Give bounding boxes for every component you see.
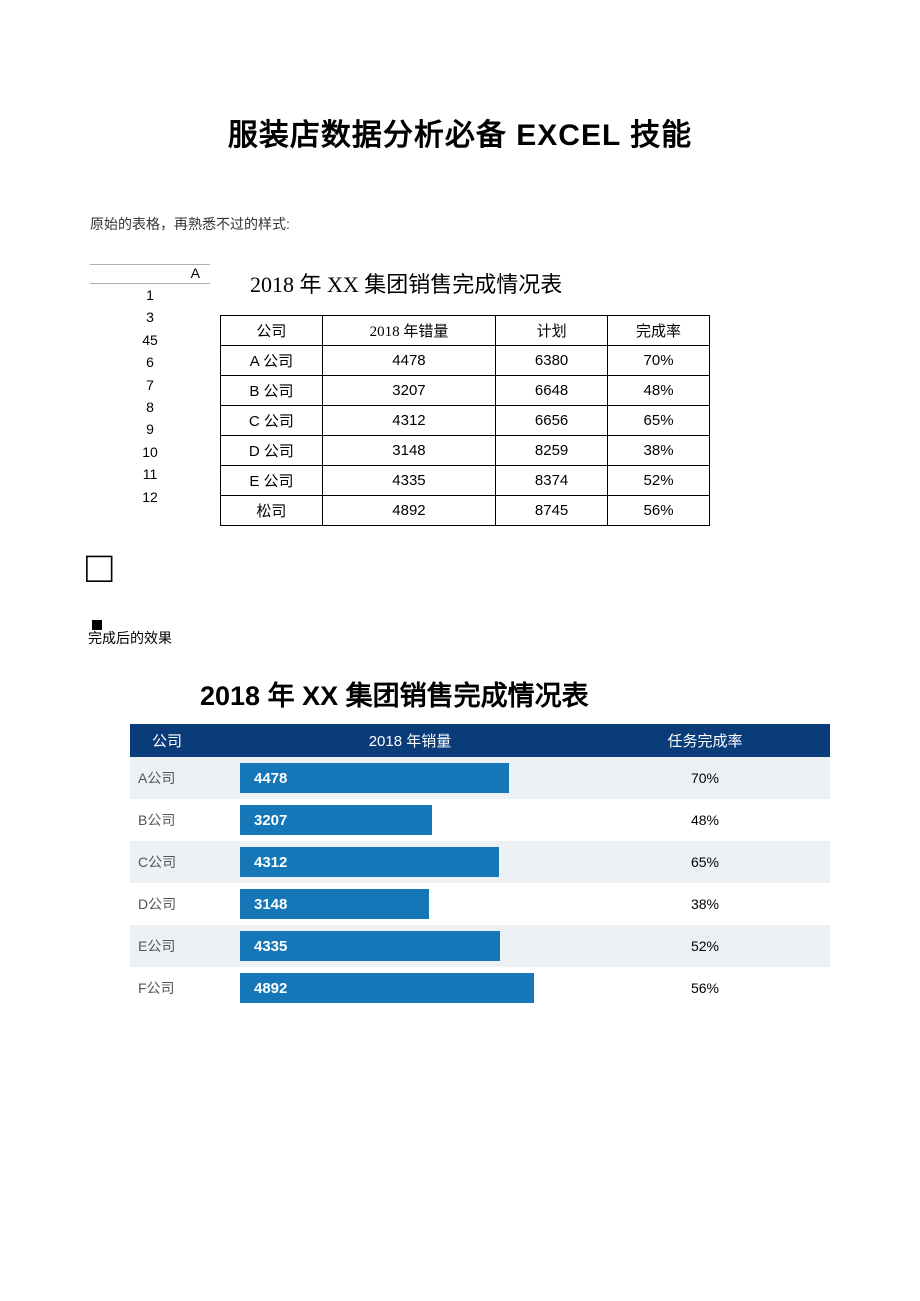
raw-table-cell: 4335	[322, 465, 495, 495]
data-bar: 4892	[240, 973, 534, 1003]
raw-table-cell: 松司	[221, 495, 323, 525]
bar-cell: 4478	[240, 763, 580, 793]
completion-rate: 52%	[580, 938, 830, 954]
company-name: E公司	[130, 936, 240, 956]
raw-table-cell: 65%	[608, 405, 710, 435]
completion-rate: 38%	[580, 896, 830, 912]
raw-table-cell: B 公司	[221, 375, 323, 405]
row-number: 6	[90, 351, 210, 373]
spreadsheet-gutter: A 13456789101112	[90, 264, 210, 508]
raw-table-cell: 70%	[608, 345, 710, 375]
raw-table-cell: 6648	[496, 375, 608, 405]
table-row: B 公司3207664848%	[221, 375, 710, 405]
raw-table-cell: 4478	[322, 345, 495, 375]
row-number: 10	[90, 441, 210, 463]
styled-table-row: D公司3148 38%	[130, 883, 830, 925]
raw-table-header-cell: 计划	[496, 315, 608, 345]
table-row: 松司4892874556%	[221, 495, 710, 525]
raw-table-cell: D 公司	[221, 435, 323, 465]
raw-table-cell: 3148	[322, 435, 495, 465]
raw-table-header-cell: 完成率	[608, 315, 710, 345]
raw-table-cell: 48%	[608, 375, 710, 405]
company-name: D公司	[130, 894, 240, 914]
raw-table-header-cell: 2018 年错量	[322, 315, 495, 345]
data-bar: 4335	[240, 931, 500, 961]
raw-table: 公司2018 年错量计划完成率 A 公司4478638070%B 公司32076…	[220, 315, 710, 526]
styled-table-row: C公司4312 65%	[130, 841, 830, 883]
styled-table-row: A公司4478 70%	[130, 757, 830, 799]
table-row: C 公司4312665665%	[221, 405, 710, 435]
bar-cell: 4335	[240, 931, 580, 961]
row-number: 45	[90, 329, 210, 351]
raw-table-title: 2018 年 XX 集团销售完成情况表	[220, 264, 830, 315]
completion-rate: 56%	[580, 980, 830, 996]
table-row: E 公司4335837452%	[221, 465, 710, 495]
row-number: 8	[90, 396, 210, 418]
styled-table-row: F公司4892 56%	[130, 967, 830, 1009]
raw-table-cell: 52%	[608, 465, 710, 495]
caption-before: 原始的表格，再熟悉不过的样式:	[90, 214, 830, 234]
data-bar: 3148	[240, 889, 429, 919]
bar-cell: 4312	[240, 847, 580, 877]
raw-table-cell: C 公司	[221, 405, 323, 435]
raw-table-cell: A 公司	[221, 345, 323, 375]
styled-table-row: B公司3207 48%	[130, 799, 830, 841]
table-row: D 公司3148825938%	[221, 435, 710, 465]
raw-table-header-cell: 公司	[221, 315, 323, 345]
row-number: 1	[90, 284, 210, 306]
styled-table-header: 公司 2018 年销量 任务完成率	[130, 724, 830, 757]
column-letter: A	[90, 264, 210, 284]
raw-table-cell: 8259	[496, 435, 608, 465]
square-icon: □	[86, 546, 830, 590]
bar-cell: 4892	[240, 973, 580, 1003]
raw-table-cell: 38%	[608, 435, 710, 465]
page: 服装店数据分析必备 EXCEL 技能 原始的表格，再熟悉不过的样式: A 134…	[0, 0, 920, 1049]
row-number: 9	[90, 418, 210, 440]
company-name: A公司	[130, 768, 240, 788]
table-row: A 公司4478638070%	[221, 345, 710, 375]
styled-table-row: E公司4335 52%	[130, 925, 830, 967]
raw-table-cell: 6380	[496, 345, 608, 375]
row-number: 3	[90, 306, 210, 328]
company-name: C公司	[130, 852, 240, 872]
row-number: 7	[90, 374, 210, 396]
raw-table-cell: E 公司	[221, 465, 323, 495]
completion-rate: 48%	[580, 812, 830, 828]
row-number: 12	[90, 486, 210, 508]
raw-table-cell: 4892	[322, 495, 495, 525]
row-number: 11	[90, 463, 210, 485]
styled-header-sales: 2018 年销量	[240, 724, 580, 757]
bar-cell: 3207	[240, 805, 580, 835]
data-bar: 4312	[240, 847, 499, 877]
raw-table-cell: 3207	[322, 375, 495, 405]
company-name: B公司	[130, 810, 240, 830]
raw-table-cell: 56%	[608, 495, 710, 525]
raw-table-cell: 8745	[496, 495, 608, 525]
styled-header-company: 公司	[130, 724, 240, 757]
completion-rate: 65%	[580, 854, 830, 870]
raw-table-section: A 13456789101112 2018 年 XX 集团销售完成情况表 公司2…	[90, 264, 830, 526]
raw-table-cell: 6656	[496, 405, 608, 435]
data-bar: 3207	[240, 805, 432, 835]
data-bar: 4478	[240, 763, 509, 793]
styled-table-section: 2018 年 XX 集团销售完成情况表 公司 2018 年销量 任务完成率 A公…	[130, 678, 830, 1009]
styled-table-title: 2018 年 XX 集团销售完成情况表	[130, 678, 650, 714]
company-name: F公司	[130, 978, 240, 998]
bar-cell: 3148	[240, 889, 580, 919]
page-title: 服装店数据分析必备 EXCEL 技能	[90, 110, 830, 154]
raw-table-cell: 8374	[496, 465, 608, 495]
raw-table-cell: 4312	[322, 405, 495, 435]
styled-header-rate: 任务完成率	[580, 724, 830, 757]
caption-after: 完成后的效果	[88, 628, 830, 648]
completion-rate: 70%	[580, 770, 830, 786]
